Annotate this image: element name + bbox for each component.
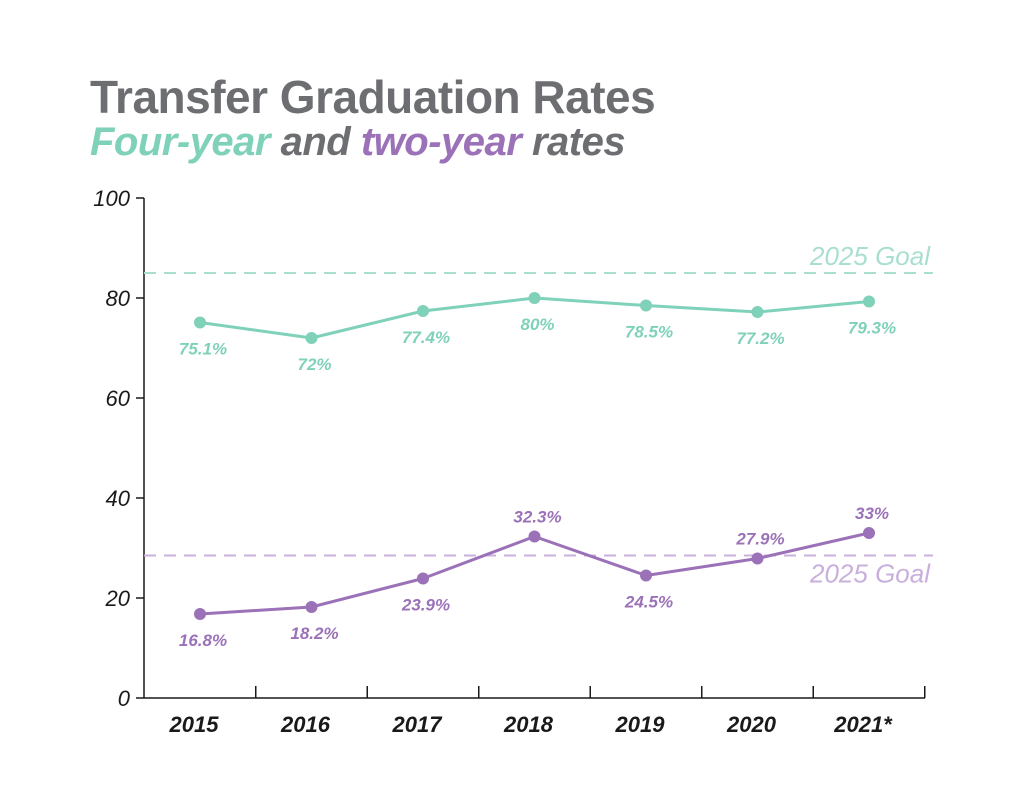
two-year-data-point <box>640 569 652 582</box>
two-year-data-label: 18.2% <box>290 624 338 643</box>
four-year-data-label: 77.2% <box>736 329 784 348</box>
chart-subtitle: Four-year and two-year rates <box>90 120 626 165</box>
y-tick-label: 60 <box>106 386 131 411</box>
subtitle-four-year: Four-year <box>90 120 271 164</box>
four-year-data-point <box>305 332 318 344</box>
four-year-data-label: 78.5% <box>625 323 673 342</box>
four-year-data-label: 72% <box>297 355 331 374</box>
four-year-data-point <box>863 295 875 308</box>
x-tick-label: 2017 <box>392 712 444 737</box>
two-year-data-point <box>194 608 206 620</box>
four-year-data-point <box>751 306 764 318</box>
subtitle-two-year: two-year <box>360 120 522 164</box>
x-tick-label: 2021* <box>833 712 893 737</box>
two-year-data-label: 32.3% <box>513 508 561 527</box>
two-year-data-label: 27.9% <box>735 530 784 549</box>
y-tick-label: 0 <box>118 686 131 711</box>
x-tick-label: 2018 <box>503 712 554 737</box>
four-year-data-point <box>194 316 206 329</box>
x-tick-label: 2015 <box>169 712 220 737</box>
two-year-data-label: 24.5% <box>624 593 673 612</box>
x-tick-label: 2020 <box>726 712 777 737</box>
y-tick-label: 40 <box>106 486 131 511</box>
chart-title: Transfer Graduation Rates <box>90 71 656 123</box>
four-year-data-point <box>528 292 541 304</box>
four-year-data-point <box>417 305 429 317</box>
two-year-data-point <box>751 552 764 565</box>
two-year-data-label: 16.8% <box>179 631 227 650</box>
y-tick-label: 20 <box>105 586 131 611</box>
two-year-data-point <box>863 527 875 539</box>
four-year-data-point <box>640 299 652 312</box>
two-year-data-point <box>528 530 541 543</box>
four-year-data-label: 79.3% <box>848 319 896 338</box>
y-tick-label: 80 <box>106 286 131 311</box>
four-year-data-label: 75.1% <box>179 340 227 359</box>
four-year-data-label: 80% <box>520 315 554 334</box>
four-year-goal-label: 2025 Goal <box>809 241 931 271</box>
two-year-data-point <box>417 572 429 585</box>
subtitle-connector: and <box>270 120 361 164</box>
subtitle-rates: rates <box>521 120 626 164</box>
two-year-data-label: 33% <box>855 504 889 523</box>
x-tick-label: 2019 <box>615 712 666 737</box>
two-year-data-label: 23.9% <box>401 596 450 615</box>
x-tick-label: 2016 <box>280 712 331 737</box>
two-year-data-point <box>305 601 318 613</box>
four-year-data-label: 77.4% <box>402 328 450 347</box>
two-year-goal-label: 2025 Goal <box>809 559 931 589</box>
y-tick-label: 100 <box>93 186 130 211</box>
